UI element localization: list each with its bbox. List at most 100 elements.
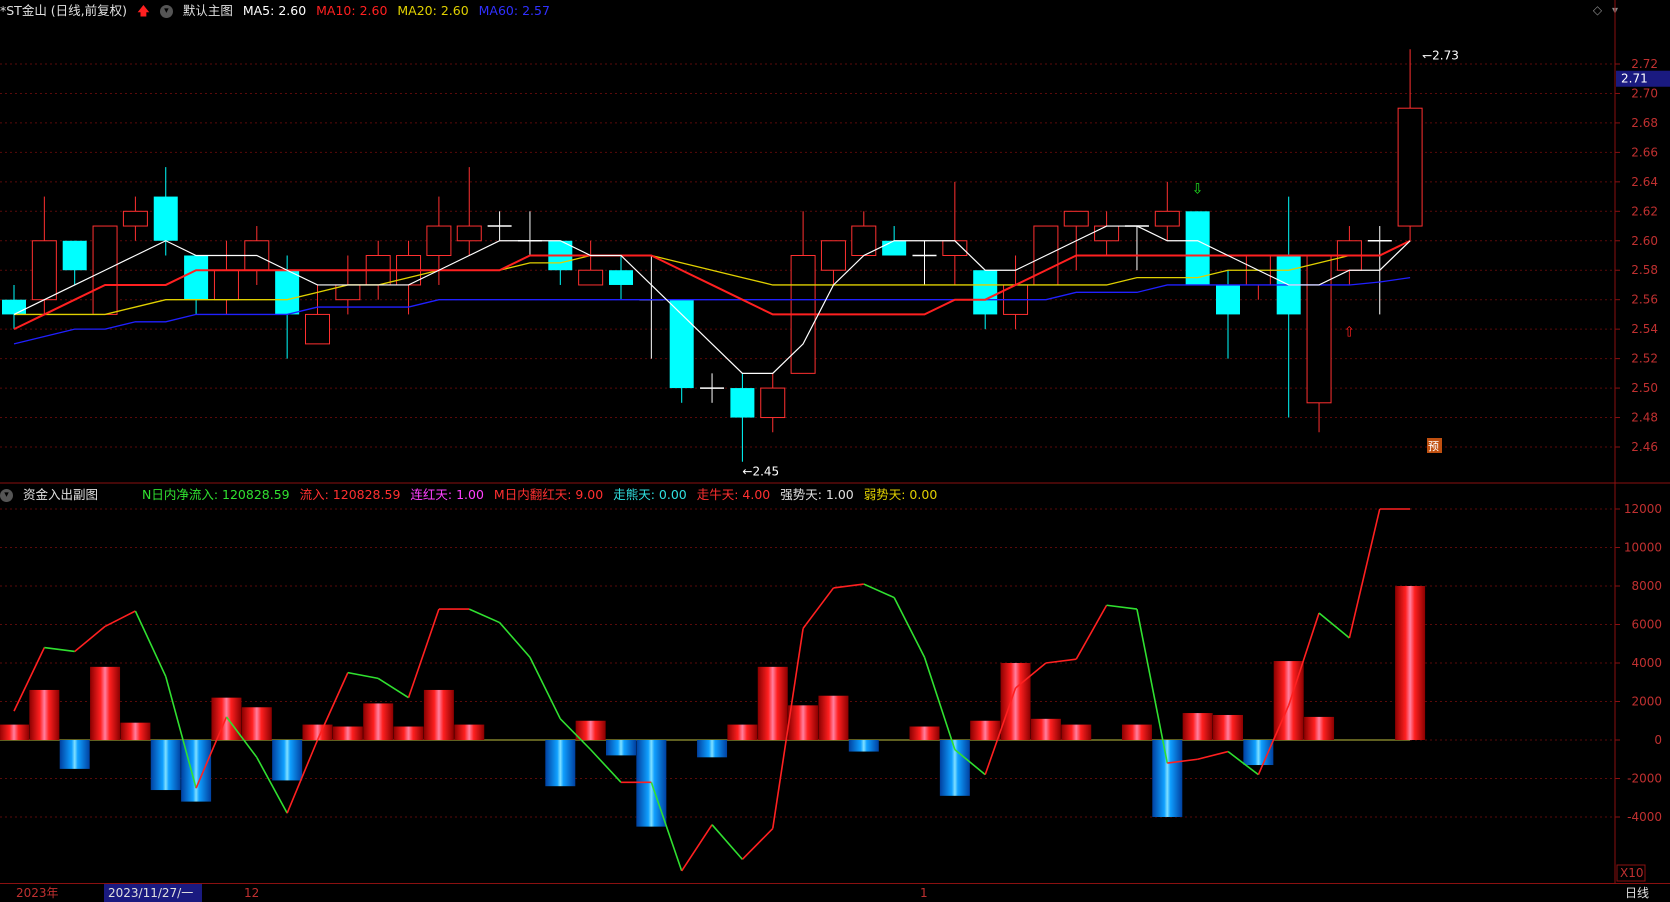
main-panel-name[interactable]: 默认主图	[182, 3, 233, 18]
flow-line-segment	[44, 646, 75, 653]
flow-bar	[1152, 740, 1183, 817]
flow-tick-label: -4000	[1627, 810, 1662, 824]
flow-bar	[1121, 724, 1152, 740]
flow-bar	[727, 724, 758, 740]
flow-bar	[272, 740, 303, 781]
flow-tick-label: 10000	[1624, 541, 1662, 555]
flow-line-segment	[164, 676, 197, 789]
price-tick-label: 2.46	[1631, 440, 1658, 454]
n-net-inflow: N日内净流入: 120828.59	[141, 487, 290, 502]
flow-line-segment	[1045, 658, 1077, 664]
flow-tick-label: 2000	[1631, 695, 1662, 709]
fund-flow-chart[interactable]: 12000 10000 8000 6000 4000 2000 0 -2000 -4000 X10	[0, 484, 1670, 883]
flow-line-segment	[1075, 604, 1108, 660]
price-tick-label: 2.64	[1631, 175, 1658, 189]
price-tick-label: 2.68	[1631, 116, 1658, 130]
price-tick-label: 2.70	[1631, 86, 1658, 100]
flow-line-segment	[498, 622, 531, 658]
flow-line-segment	[377, 677, 409, 699]
flow-bar	[1000, 663, 1031, 740]
flow-line-segment	[1257, 705, 1290, 775]
flow-line-segment	[407, 608, 440, 698]
dropdown-icon[interactable]: ▾	[0, 489, 13, 502]
flow-bar	[393, 726, 424, 740]
flow-line-segment	[802, 587, 835, 629]
flow-line-segment	[13, 647, 46, 712]
flow-bar	[1182, 713, 1213, 740]
candle-body	[275, 270, 300, 315]
diamond-icon[interactable]: ◇	[1592, 3, 1603, 17]
candle-body	[973, 270, 998, 315]
period-label[interactable]: 日线	[1625, 886, 1650, 900]
flow-line-segment	[256, 756, 288, 814]
flow-line-segment	[833, 583, 864, 589]
flow-bar	[545, 740, 576, 787]
flow-line-segment	[1106, 604, 1138, 610]
flow-bar	[1213, 714, 1243, 740]
candle-body	[1185, 211, 1210, 285]
flow-line-segment	[1348, 508, 1381, 639]
flow-tick-label: 12000	[1624, 502, 1662, 516]
price-tick-label: 2.66	[1631, 145, 1658, 159]
price-tick-label: 2.72	[1631, 57, 1658, 71]
sub-panel-name[interactable]: 资金入出副图	[22, 487, 98, 502]
low-price-label: ←2.45	[742, 465, 779, 479]
candle-body	[31, 240, 57, 301]
flow-bar	[302, 724, 333, 740]
flow-line-segment	[1136, 608, 1169, 764]
flow-line-segment	[195, 716, 228, 789]
strong-days: 强势天: 1.00	[780, 487, 854, 502]
flow-bar	[848, 740, 879, 752]
timeline-date[interactable]: 2023/11/27/一	[104, 884, 202, 902]
main-plot-bg	[0, 22, 1615, 484]
predict-label: 预	[1428, 440, 1439, 453]
flow-line-segment	[1287, 612, 1320, 706]
flow-line-segment	[984, 687, 1017, 775]
candle-body	[760, 387, 786, 419]
buy-signal-icon: ⇩	[1192, 182, 1204, 198]
flow-tick-label: -2000	[1627, 772, 1662, 786]
dropdown-icon[interactable]: ▾	[159, 5, 173, 18]
x10-box	[1616, 864, 1646, 882]
ma20-line	[14, 240, 1411, 316]
candle-body	[184, 255, 209, 300]
timeline-bar: 2023年 2023/11/27/一 12 1 日线	[0, 883, 1670, 902]
candle-body	[1306, 255, 1332, 404]
ma60-value: MA60: 2.57	[478, 3, 550, 18]
flow-line-segment	[225, 716, 258, 758]
candle-body	[1094, 225, 1120, 242]
ma5-line	[13, 225, 1411, 374]
candle-body	[456, 225, 482, 242]
flow-bar	[1061, 724, 1092, 740]
flow-line-segment	[893, 597, 926, 658]
bear-days: 走熊天: 0.00	[613, 487, 687, 502]
ma60-line	[13, 276, 1411, 345]
flow-tick-label: 6000	[1631, 618, 1662, 632]
candle-body	[609, 270, 633, 285]
price-tick-label: 2.62	[1631, 204, 1658, 218]
current-price-label: 2.71	[1621, 72, 1648, 86]
candle-body	[669, 299, 694, 389]
stock-title[interactable]: *ST金山 (日线,前复权)	[0, 3, 128, 18]
candle-body	[1063, 210, 1089, 227]
inflow-value: 流入: 120828.59	[299, 487, 401, 502]
sell-signal-icon: ⇧	[1343, 325, 1355, 341]
candle-body	[62, 240, 87, 271]
flow-line-segment	[1167, 758, 1198, 764]
ma10-line	[13, 239, 1411, 331]
main-chart-header: *ST金山 (日线,前复权) 🡅 ▾ 默认主图 MA5: 2.60 MA10: …	[0, 0, 556, 22]
main-price-chart[interactable]: 2.72 2.70 2.68 2.66 2.64 2.62 2.60 2.58 2.56 2.54…	[0, 0, 1670, 484]
flow-bar	[1395, 586, 1426, 740]
flow-bar	[606, 740, 636, 756]
flow-line-segment	[316, 672, 349, 741]
flow-bar	[909, 726, 940, 740]
price-tick-label: 2.54	[1631, 322, 1658, 336]
candle-body	[1216, 284, 1240, 315]
predict-box	[1427, 438, 1442, 453]
timeline-month-12: 12	[244, 886, 260, 900]
flow-line-segment	[1015, 662, 1047, 689]
candle-body	[882, 240, 907, 256]
flow-line-segment	[347, 671, 379, 680]
candle-body	[820, 240, 846, 271]
flow-bar	[332, 726, 363, 740]
